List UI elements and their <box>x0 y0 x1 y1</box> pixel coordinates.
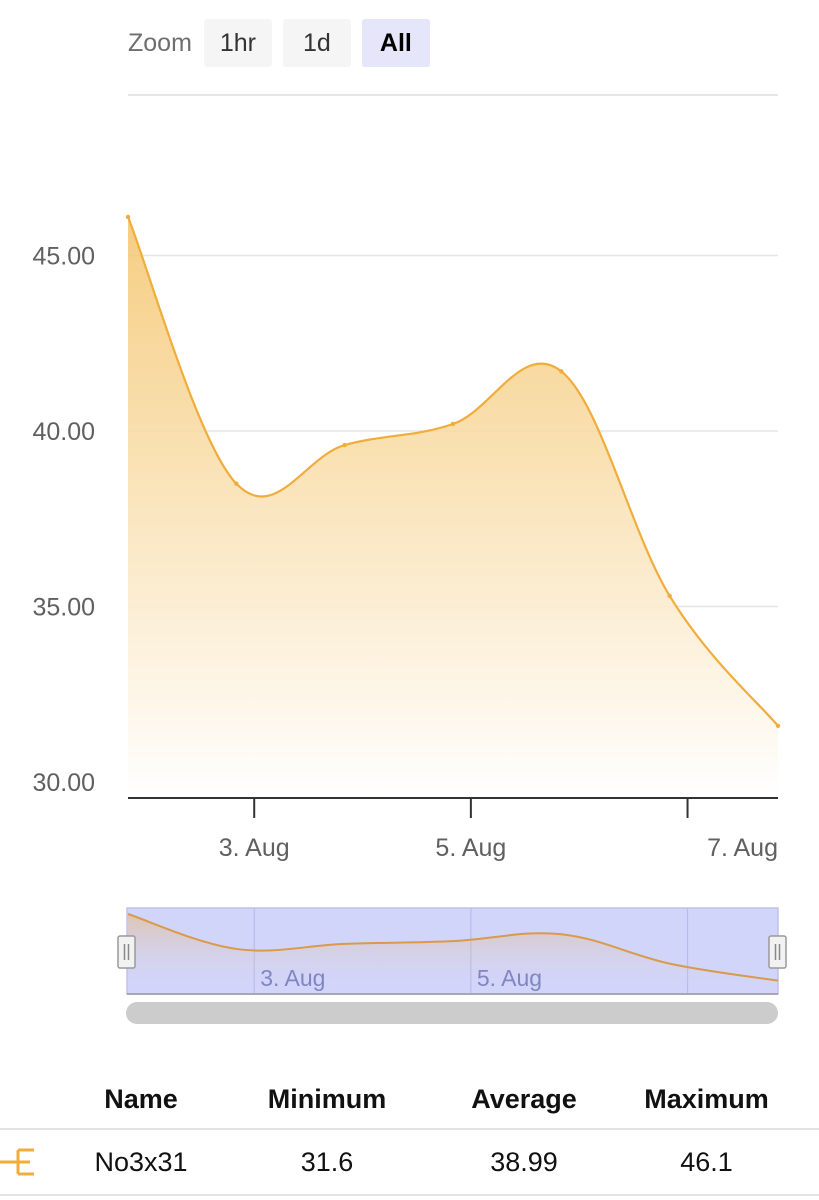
scrollbar[interactable] <box>126 1002 778 1024</box>
row-maximum: 46.1 <box>680 1146 733 1177</box>
series-legend-icon <box>0 1130 82 1194</box>
navigator-tick-label: 3. Aug <box>260 965 325 991</box>
y-tick-label: 35.00 <box>32 594 95 622</box>
data-point[interactable] <box>775 723 781 729</box>
series-area-fill <box>128 216 778 798</box>
zoom-1hr-button[interactable]: 1hr <box>203 19 272 67</box>
header-minimum: Minimum <box>267 1083 387 1114</box>
stats-table: Name Minimum Average Maximum No3x31 31.6… <box>0 1070 819 1196</box>
header-maximum: Maximum <box>644 1083 769 1114</box>
x-tick-label: 3. Aug <box>219 834 290 862</box>
data-point[interactable] <box>450 421 456 427</box>
data-point[interactable] <box>559 369 564 374</box>
y-tick-label: 40.00 <box>32 418 95 446</box>
zoom-bar: Zoom 1hr 1d All <box>128 19 441 67</box>
header-average: Average <box>471 1083 577 1114</box>
y-tick-label: 30.00 <box>32 769 95 797</box>
zoom-1d-button[interactable]: 1d <box>282 19 351 67</box>
zoom-label: Zoom <box>128 28 192 57</box>
y-tick-label: 45.00 <box>32 243 95 271</box>
navigator-right-handle[interactable] <box>768 935 787 969</box>
x-tick-label: 5. Aug <box>435 834 506 862</box>
data-point[interactable] <box>667 593 672 599</box>
top-divider <box>128 94 778 96</box>
data-point[interactable] <box>234 481 239 486</box>
row-name: No3x31 <box>94 1146 188 1177</box>
stats-header-row: Name Minimum Average Maximum <box>0 1070 819 1128</box>
zoom-all-button[interactable]: All <box>361 19 430 67</box>
row-average: 38.99 <box>490 1146 558 1177</box>
navigator-left-handle[interactable] <box>117 935 136 969</box>
data-point[interactable] <box>125 214 131 220</box>
header-name: Name <box>104 1083 178 1114</box>
x-tick-label: 7. Aug <box>707 834 778 862</box>
table-row[interactable]: No3x31 31.6 38.99 46.1 <box>0 1128 819 1196</box>
data-point[interactable] <box>342 442 347 448</box>
navigator-series-line <box>127 913 779 982</box>
navigator-tick-label: 5. Aug <box>477 965 542 991</box>
row-minimum: 31.6 <box>300 1146 354 1177</box>
navigator-series-fill <box>128 914 778 994</box>
